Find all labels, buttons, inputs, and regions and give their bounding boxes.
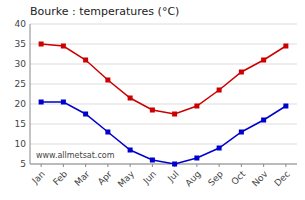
grid-line (30, 104, 297, 105)
marker (39, 42, 44, 47)
x-tick-label: Aug (183, 169, 203, 189)
x-tick (63, 164, 64, 167)
x-axis: JanFebMar AprMayJun JulAugSepOctNovDec (29, 164, 291, 189)
x-tick-label: Feb (51, 169, 70, 188)
x-tick (196, 164, 197, 167)
series-line (41, 44, 286, 114)
grid-line (30, 44, 297, 45)
x-tick-label: Dec (272, 169, 291, 188)
marker (128, 148, 133, 153)
x-axis-line (30, 164, 297, 165)
marker (105, 130, 110, 135)
marker (83, 58, 88, 63)
marker (239, 130, 244, 135)
y-tick-label: 5 (20, 159, 26, 169)
marker (239, 70, 244, 75)
x-tick (41, 164, 42, 167)
x-tick-label: May (116, 168, 137, 189)
y-tick-label: 20 (15, 99, 27, 109)
y-axis-line (30, 24, 31, 164)
y-tick-label: 15 (15, 119, 26, 129)
marker (261, 118, 266, 123)
x-tick-label: Mar (72, 169, 91, 188)
marker (39, 100, 44, 105)
marker (217, 146, 222, 151)
x-tick-label: Apr (96, 169, 114, 187)
x-tick (285, 164, 286, 167)
marker (172, 162, 177, 167)
marker (83, 112, 88, 117)
x-tick (263, 164, 264, 167)
marker (283, 44, 288, 49)
y-axis: 5 10 15 20 25 30 35 40 (15, 19, 297, 169)
x-tick-label: Jul (165, 169, 180, 184)
markers (39, 42, 289, 167)
y-tick-label: 40 (15, 19, 27, 29)
grid-line (30, 164, 297, 165)
marker (172, 112, 177, 117)
x-tick (85, 164, 86, 167)
x-tick-label: Jan (29, 169, 47, 187)
plot-area (41, 44, 286, 164)
marker (217, 88, 222, 93)
grid-line (30, 24, 297, 25)
marker (128, 96, 133, 101)
grid-line (30, 84, 297, 85)
marker (105, 78, 110, 83)
y-tick-label: 30 (15, 59, 27, 69)
y-tick-label: 35 (15, 39, 26, 49)
marker (194, 156, 199, 161)
x-tick (241, 164, 242, 167)
x-tick (130, 164, 131, 167)
x-tick-label: Oct (229, 169, 247, 187)
x-tick (152, 164, 153, 167)
x-tick-label: Sep (206, 169, 225, 188)
grid-line (30, 144, 297, 145)
marker (61, 44, 66, 49)
watermark: www.allmetsat.com (36, 151, 115, 160)
y-tick-label: 25 (15, 79, 26, 89)
x-tick (107, 164, 108, 167)
marker (150, 158, 155, 163)
marker (261, 58, 266, 63)
title: Bourke : temperatures (°C) (30, 5, 179, 18)
marker (61, 100, 66, 105)
marker (150, 108, 155, 113)
x-tick-label: Jun (141, 169, 159, 187)
marker (283, 104, 288, 109)
chart: Bourke : temperatures (°C) 5 10 15 20 25 30 35 4… (0, 0, 305, 200)
x-tick-label: Nov (250, 168, 270, 188)
y-tick-label: 10 (15, 139, 27, 149)
marker (194, 104, 199, 109)
x-tick (219, 164, 220, 167)
